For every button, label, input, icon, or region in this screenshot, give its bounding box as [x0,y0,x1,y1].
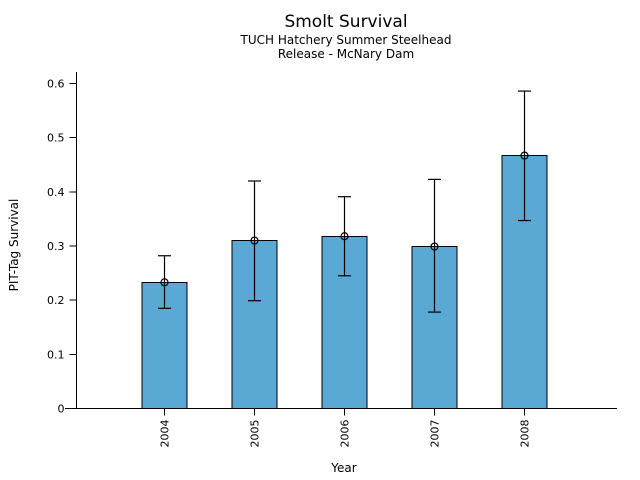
y-tick-label: 0.3 [47,240,65,253]
y-tick-label: 0.2 [47,294,65,307]
point-marker-2005 [250,236,259,245]
y-tick-label: 0.1 [47,348,65,361]
x-axis-label: Year [331,461,357,475]
point-marker-2007 [430,242,439,251]
x-tick-label: 2008 [518,420,531,448]
x-tick-label: 2006 [338,420,351,448]
x-tick-label: 2004 [158,420,171,448]
x-tick-label: 2005 [248,420,261,448]
y-tick-label: 0 [58,403,65,416]
chart-subtitle-line2: Release - McNary Dam [277,47,415,61]
point-marker-2008 [520,151,529,160]
chart-subtitle-line1: TUCH Hatchery Summer Steelhead [240,33,452,47]
y-tick-label: 0.5 [47,132,65,145]
point-marker-2004 [160,278,169,287]
point-marker-2006 [340,232,349,241]
y-tick-label: 0.6 [47,78,65,91]
x-tick-label: 2007 [428,420,441,448]
chart-title: Smolt Survival [284,12,408,32]
y-tick-label: 0.4 [47,186,65,199]
